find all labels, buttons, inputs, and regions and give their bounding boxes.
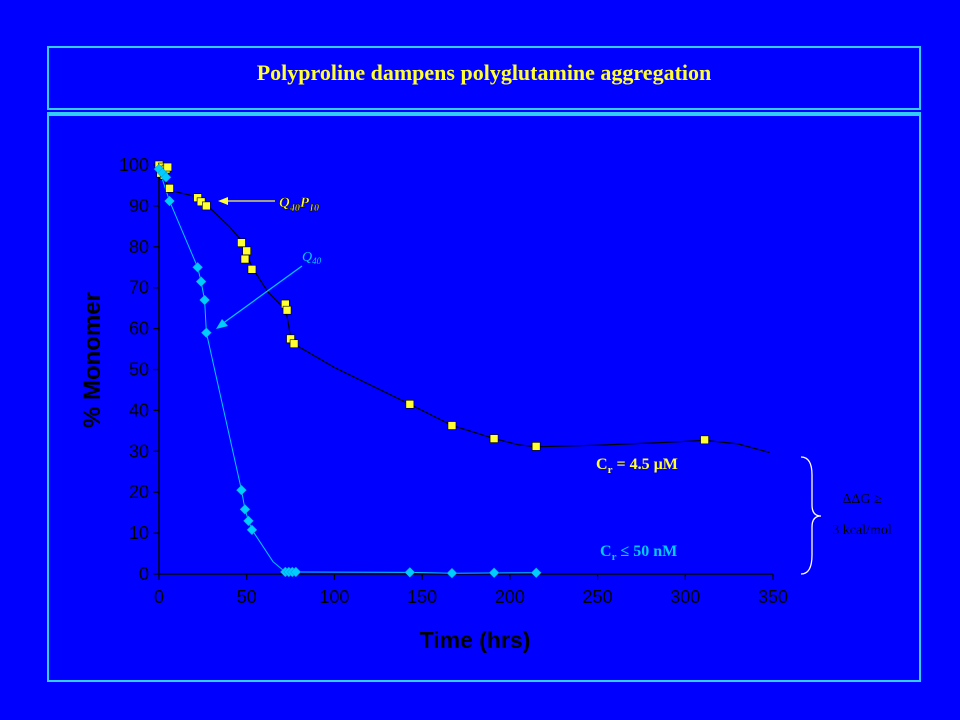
data-point-q40p10 (447, 421, 457, 430)
data-point-q40 (290, 566, 302, 578)
data-point-q40 (488, 567, 500, 579)
y-tick-label: 80 (129, 237, 149, 257)
q40p10-arrow-head (218, 197, 228, 205)
data-point-q40 (160, 171, 172, 183)
data-point-q40p10 (247, 264, 257, 274)
series-markers (153, 160, 709, 579)
data-point-q40 (164, 195, 175, 207)
data-point-q40 (236, 484, 247, 496)
data-point-q40 (446, 567, 458, 579)
axes: 0 50 100 150 200 250 300 350 0 10 20 30 40 50 60 70 80 90… (119, 155, 788, 607)
bracket-brace (800, 456, 822, 575)
x-tick-label: 250 (583, 587, 613, 607)
cr-high-annotation: Cr = 4.5 µM (596, 456, 678, 476)
q40p10-label: Q40P10 (279, 195, 319, 214)
data-point-q40p10 (163, 162, 173, 172)
data-point-q40 (192, 261, 203, 273)
y-tick-label: 10 (129, 523, 149, 543)
series-line-q40p10 (158, 164, 770, 454)
data-point-q40p10 (531, 442, 541, 451)
data-point-q40p10 (282, 305, 292, 315)
x-tick-label: 200 (495, 587, 525, 607)
data-point-q40 (530, 567, 542, 579)
slide-title: Polyproline dampens polyglutamine aggreg… (256, 60, 712, 85)
q40-label: Q40 (302, 250, 322, 266)
x-tick-label: 100 (319, 587, 349, 607)
series-line-q40 (158, 168, 537, 574)
x-tick-label: 150 (407, 587, 437, 607)
x-axis-title: Time (hrs) (420, 627, 531, 653)
data-point-q40p10 (242, 246, 252, 256)
y-tick-label: 40 (129, 400, 149, 420)
ddg-line2: 3 kcal/mol (832, 523, 892, 538)
data-point-q40p10 (202, 201, 211, 211)
data-point-q40 (239, 504, 251, 515)
q40-arrow (221, 265, 303, 325)
y-tick-label: 70 (129, 278, 149, 298)
x-tick-label: 300 (670, 587, 700, 607)
data-point-q40 (201, 327, 212, 339)
q40-arrow-head (216, 319, 228, 329)
data-point-q40p10 (489, 434, 499, 443)
data-point-q40 (199, 294, 210, 306)
data-point-q40p10 (405, 399, 415, 409)
data-point-q40 (243, 515, 254, 527)
y-tick-label: 90 (129, 196, 149, 216)
plot-frame (47, 114, 921, 682)
x-tick-label: 350 (758, 587, 788, 607)
data-point-q40p10 (240, 254, 250, 264)
data-point-q40p10 (237, 238, 246, 248)
x-tick-label: 0 (154, 587, 164, 607)
y-tick-label: 30 (129, 441, 149, 461)
title-frame (47, 46, 921, 114)
y-tick-label: 20 (129, 482, 149, 502)
data-point-q40p10 (700, 435, 709, 445)
y-tick-label: 50 (129, 360, 149, 380)
y-tick-label: 0 (139, 564, 149, 584)
data-point-q40 (195, 276, 207, 287)
y-tick-label: 100 (119, 155, 149, 175)
y-tick-label: 60 (129, 319, 149, 339)
data-point-q40p10 (165, 184, 174, 193)
data-point-q40 (404, 567, 416, 578)
x-tick-label: 50 (237, 587, 257, 607)
ddg-line1: ΔΔG ≥ (842, 492, 882, 507)
data-point-q40 (246, 524, 258, 536)
y-axis-title: % Monomer (79, 292, 106, 428)
series-curves (158, 164, 770, 574)
cr-low-annotation: Cr ≤ 50 nM (600, 543, 677, 563)
data-point-q40p10 (289, 339, 299, 349)
